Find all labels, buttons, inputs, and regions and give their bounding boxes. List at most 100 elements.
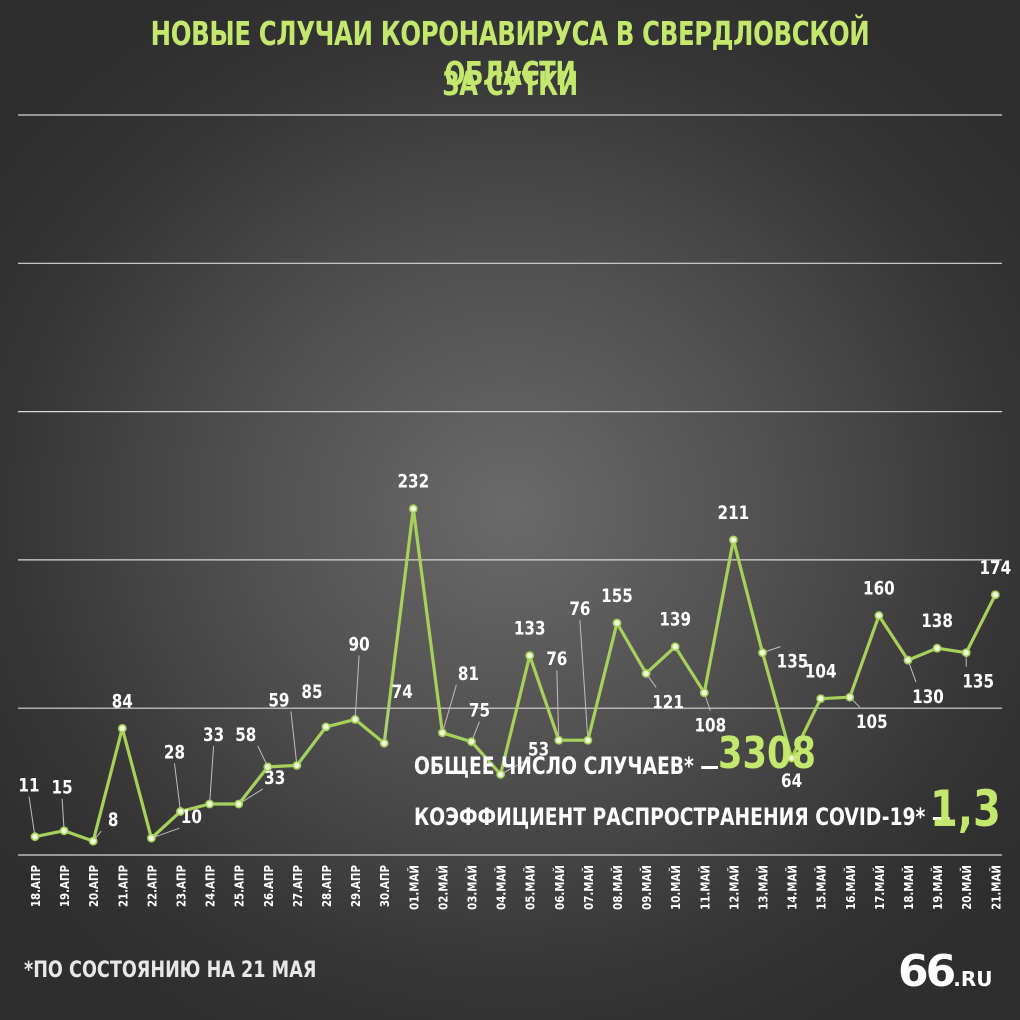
x-tick-label: 15.МАЙ [813, 865, 829, 910]
data-point [641, 669, 651, 678]
x-tick-label: 13.МАЙ [754, 865, 770, 910]
data-point [205, 799, 214, 809]
data-label: 81 [458, 663, 479, 685]
x-tick-label: 03.МАЙ [463, 865, 479, 910]
x-tick-label: 16.МАЙ [842, 865, 858, 910]
data-label: 85 [301, 681, 322, 703]
x-tick-label: 23.АПР [173, 865, 188, 907]
spread-rate-label: КОЭФФИЦИЕНТ РАСПРОСТРАНЕНИЯ COVID-19* — [414, 803, 951, 831]
data-label: 121 [652, 692, 684, 714]
data-label: 130 [912, 687, 944, 709]
x-tick-label: 29.АПР [348, 865, 363, 907]
data-point [88, 836, 98, 846]
data-point [408, 504, 418, 514]
x-tick-label: 22.АПР [144, 865, 159, 907]
data-point [292, 761, 302, 770]
data-point [874, 611, 884, 620]
data-point [30, 832, 40, 842]
data-point [234, 799, 244, 809]
data-point [146, 833, 156, 843]
label-leader-line [556, 670, 560, 741]
x-tick-label: 20.МАЙ [958, 865, 974, 910]
x-tick-label: 19.МАЙ [929, 865, 945, 910]
data-label: 105 [856, 712, 888, 734]
data-point [932, 643, 942, 653]
data-label: 174 [979, 557, 1011, 579]
chart-title-line-2: ЗА СУТКИ [442, 64, 578, 103]
data-point [554, 735, 564, 745]
data-point [787, 753, 796, 763]
total-cases-label: ОБЩЕЕ ЧИСЛО СЛУЧАЕВ* — [414, 752, 720, 780]
data-label: 74 [392, 682, 413, 704]
data-point [816, 694, 826, 704]
data-label: 139 [659, 609, 691, 631]
data-point [467, 737, 476, 747]
data-point [961, 648, 971, 658]
data-label: 64 [781, 770, 802, 792]
data-point [845, 692, 855, 702]
footnote: *ПО СОСТОЯНИЮ НА 21 МАЯ [24, 958, 317, 983]
data-label: 59 [268, 690, 289, 712]
label-leader-line [151, 827, 180, 839]
data-label: 108 [694, 715, 726, 737]
x-tick-label: 28.АПР [319, 865, 334, 907]
data-label: 28 [164, 742, 185, 764]
data-label: 33 [203, 724, 224, 746]
label-leader-line [441, 684, 457, 733]
logo-suffix: .RU [953, 967, 993, 991]
data-label: 15 [52, 777, 73, 799]
data-label: 76 [546, 649, 567, 671]
x-tick-label: 05.МАЙ [522, 865, 538, 910]
x-tick-label: 06.МАЙ [551, 865, 567, 910]
label-leader-line [209, 745, 215, 805]
x-tick-label: 18.АПР [28, 865, 43, 907]
label-leader-line [383, 703, 391, 744]
x-tick-label: 02.МАЙ [434, 865, 450, 910]
x-tick-label: 25.АПР [232, 865, 247, 907]
x-tick-label: 17.МАЙ [871, 865, 887, 910]
label-leader-line [61, 798, 65, 831]
data-label: 10 [181, 807, 202, 829]
x-tick-label: 26.АПР [261, 865, 276, 907]
total-cases-stat: ОБЩЕЕ ЧИСЛО СЛУЧАЕВ* — [414, 752, 805, 780]
data-label: 133 [514, 618, 546, 640]
x-tick-label: 10.МАЙ [667, 865, 683, 910]
data-point [496, 769, 505, 779]
total-cases-value: 3308 [718, 728, 816, 779]
x-tick-label: 09.МАЙ [638, 865, 654, 910]
data-label: 155 [601, 585, 633, 607]
label-leader-line [28, 796, 36, 837]
label-leader-line [174, 763, 181, 812]
x-tick-label: 24.АПР [203, 865, 218, 907]
data-label: 232 [397, 471, 429, 493]
data-point [350, 715, 360, 724]
data-point [990, 590, 1000, 600]
data-point [437, 728, 447, 738]
data-point [176, 807, 185, 816]
label-leader-line [238, 788, 263, 805]
x-tick-label: 14.МАЙ [783, 865, 799, 910]
data-label: 84 [112, 691, 133, 713]
spread-rate-stat: КОЭФФИЦИЕНТ РАСПРОСТРАНЕНИЯ COVID-19* — [414, 803, 1020, 831]
data-label: 138 [921, 611, 953, 633]
data-point [379, 738, 389, 748]
x-tick-label: 04.МАЙ [492, 865, 508, 910]
data-label: 75 [469, 700, 490, 722]
label-leader-line [290, 711, 298, 766]
data-label: 104 [805, 661, 837, 683]
data-label: 53 [528, 739, 549, 761]
site-logo[interactable]: 66.RU [898, 946, 992, 997]
data-point [583, 735, 593, 745]
data-label: 160 [863, 578, 895, 600]
data-point [525, 651, 535, 661]
series-line [34, 507, 997, 843]
data-point [670, 642, 680, 652]
label-leader-line [579, 620, 589, 741]
x-tick-label: 21.МАЙ [987, 865, 1003, 910]
data-label: 76 [569, 599, 590, 621]
x-tick-label: 18.МАЙ [900, 865, 916, 910]
logo-number: 66 [898, 946, 956, 997]
data-point [903, 655, 913, 665]
data-point [729, 535, 738, 545]
